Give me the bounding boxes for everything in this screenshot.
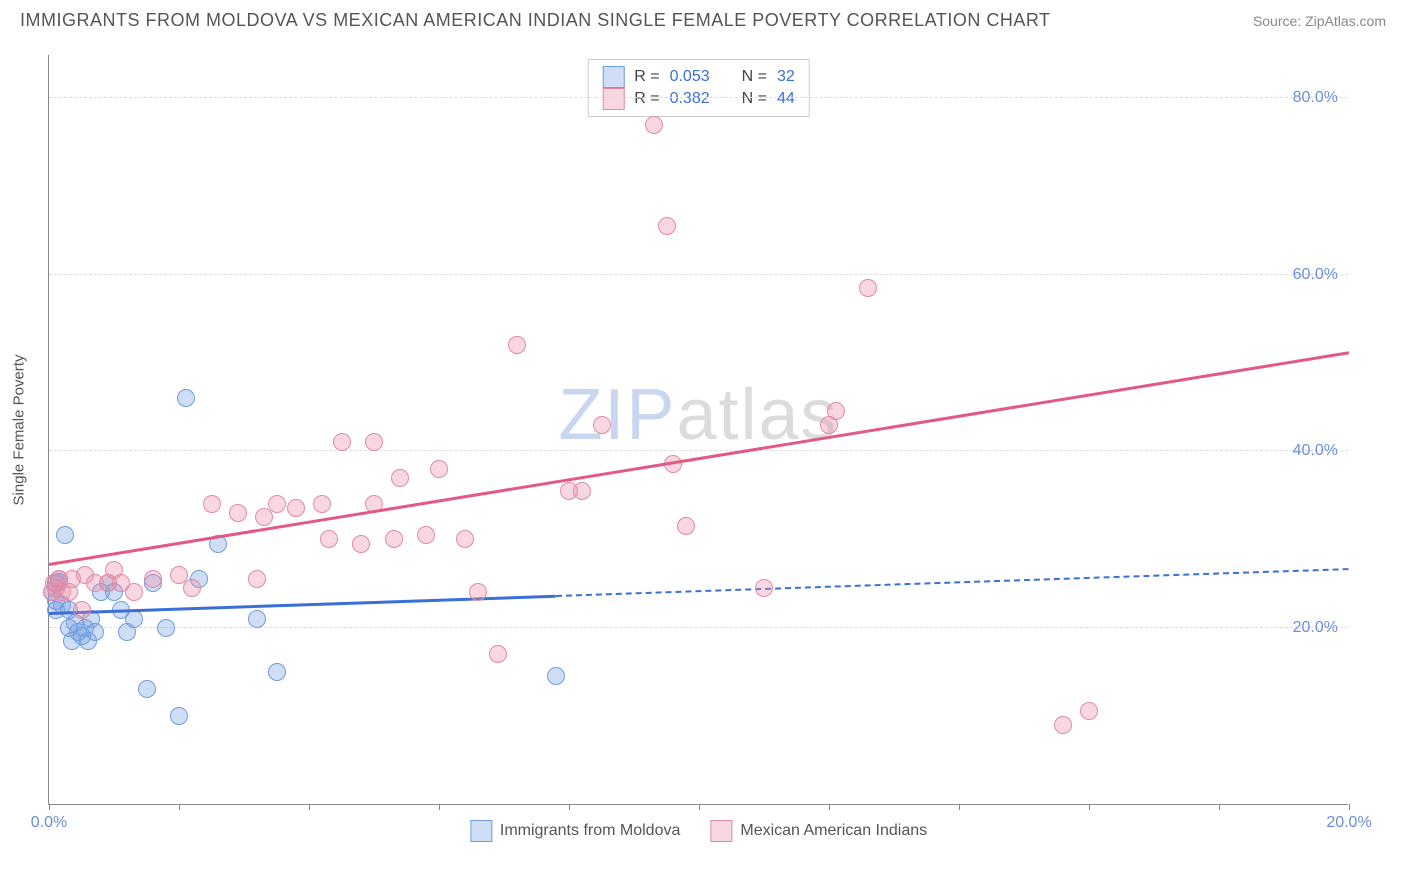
x-tick-label: 0.0%	[31, 814, 67, 832]
series-legend-item: Mexican American Indians	[710, 820, 927, 842]
data-point	[125, 583, 143, 601]
data-point	[677, 517, 695, 535]
gridline	[49, 627, 1348, 628]
data-point	[320, 530, 338, 548]
data-point	[313, 495, 331, 513]
x-tick-label: 20.0%	[1326, 814, 1371, 832]
data-point	[352, 535, 370, 553]
y-axis-title: Single Female Poverty	[11, 354, 28, 505]
x-tick	[309, 804, 310, 810]
data-point	[248, 570, 266, 588]
legend-n-label: N =	[742, 68, 767, 86]
series-legend-label: Mexican American Indians	[740, 822, 927, 840]
legend-swatch	[602, 88, 624, 110]
gridline	[49, 450, 1348, 451]
data-point	[573, 482, 591, 500]
legend-n-label: N =	[742, 90, 767, 108]
data-point	[203, 495, 221, 513]
data-point	[177, 389, 195, 407]
series-legend: Immigrants from Moldova Mexican American …	[470, 820, 927, 842]
data-point	[1054, 716, 1072, 734]
data-point	[1080, 702, 1098, 720]
data-point	[456, 530, 474, 548]
x-tick	[959, 804, 960, 810]
data-point	[229, 504, 247, 522]
data-point	[170, 707, 188, 725]
data-point	[508, 336, 526, 354]
legend-r-label: R =	[634, 68, 659, 86]
chart-title: IMMIGRANTS FROM MOLDOVA VS MEXICAN AMERI…	[20, 10, 1051, 31]
x-tick	[179, 804, 180, 810]
x-tick	[49, 804, 50, 810]
data-point	[827, 402, 845, 420]
legend-n-value: 44	[777, 90, 795, 108]
header: IMMIGRANTS FROM MOLDOVA VS MEXICAN AMERI…	[0, 0, 1406, 36]
trend-line	[556, 568, 1349, 597]
data-point	[645, 116, 663, 134]
x-tick	[439, 804, 440, 810]
correlation-legend: R = 0.053 N = 32 R = 0.382 N = 44	[587, 59, 810, 117]
y-tick-label: 80.0%	[1293, 89, 1338, 107]
data-point	[157, 619, 175, 637]
x-tick	[569, 804, 570, 810]
gridline	[49, 274, 1348, 275]
x-tick	[1349, 804, 1350, 810]
y-tick-label: 40.0%	[1293, 442, 1338, 460]
data-point	[755, 579, 773, 597]
data-point	[391, 469, 409, 487]
y-tick-label: 20.0%	[1293, 619, 1338, 637]
data-point	[138, 680, 156, 698]
data-point	[469, 583, 487, 601]
legend-r-value: 0.382	[670, 90, 710, 108]
data-point	[658, 217, 676, 235]
data-point	[385, 530, 403, 548]
legend-n-value: 32	[777, 68, 795, 86]
data-point	[287, 499, 305, 517]
data-point	[56, 526, 74, 544]
series-legend-item: Immigrants from Moldova	[470, 820, 681, 842]
correlation-legend-row: R = 0.053 N = 32	[602, 66, 795, 88]
data-point	[183, 579, 201, 597]
scatter-chart: Single Female Poverty ZIPatlas R =0.053N…	[48, 55, 1348, 805]
data-point	[86, 623, 104, 641]
y-tick-label: 60.0%	[1293, 266, 1338, 284]
data-point	[489, 645, 507, 663]
data-point	[430, 460, 448, 478]
legend-r-label: R =	[634, 90, 659, 108]
x-tick	[699, 804, 700, 810]
series-legend-label: Immigrants from Moldova	[500, 822, 681, 840]
gridline	[49, 97, 1348, 98]
legend-swatch	[710, 820, 732, 842]
data-point	[268, 495, 286, 513]
data-point	[73, 601, 91, 619]
source-attribution: Source: ZipAtlas.com	[1253, 13, 1386, 29]
legend-swatch	[470, 820, 492, 842]
correlation-legend-row: R = 0.382 N = 44	[602, 88, 795, 110]
data-point	[859, 279, 877, 297]
legend-r-value: 0.053	[670, 68, 710, 86]
data-point	[125, 610, 143, 628]
data-point	[593, 416, 611, 434]
data-point	[144, 570, 162, 588]
watermark-zip: ZIP	[558, 375, 676, 455]
data-point	[365, 433, 383, 451]
x-tick	[1219, 804, 1220, 810]
x-tick	[1089, 804, 1090, 810]
data-point	[417, 526, 435, 544]
data-point	[248, 610, 266, 628]
watermark-atlas: atlas	[676, 375, 838, 455]
data-point	[268, 663, 286, 681]
trend-line	[49, 352, 1349, 566]
x-tick	[829, 804, 830, 810]
data-point	[333, 433, 351, 451]
legend-swatch	[602, 66, 624, 88]
data-point	[547, 667, 565, 685]
